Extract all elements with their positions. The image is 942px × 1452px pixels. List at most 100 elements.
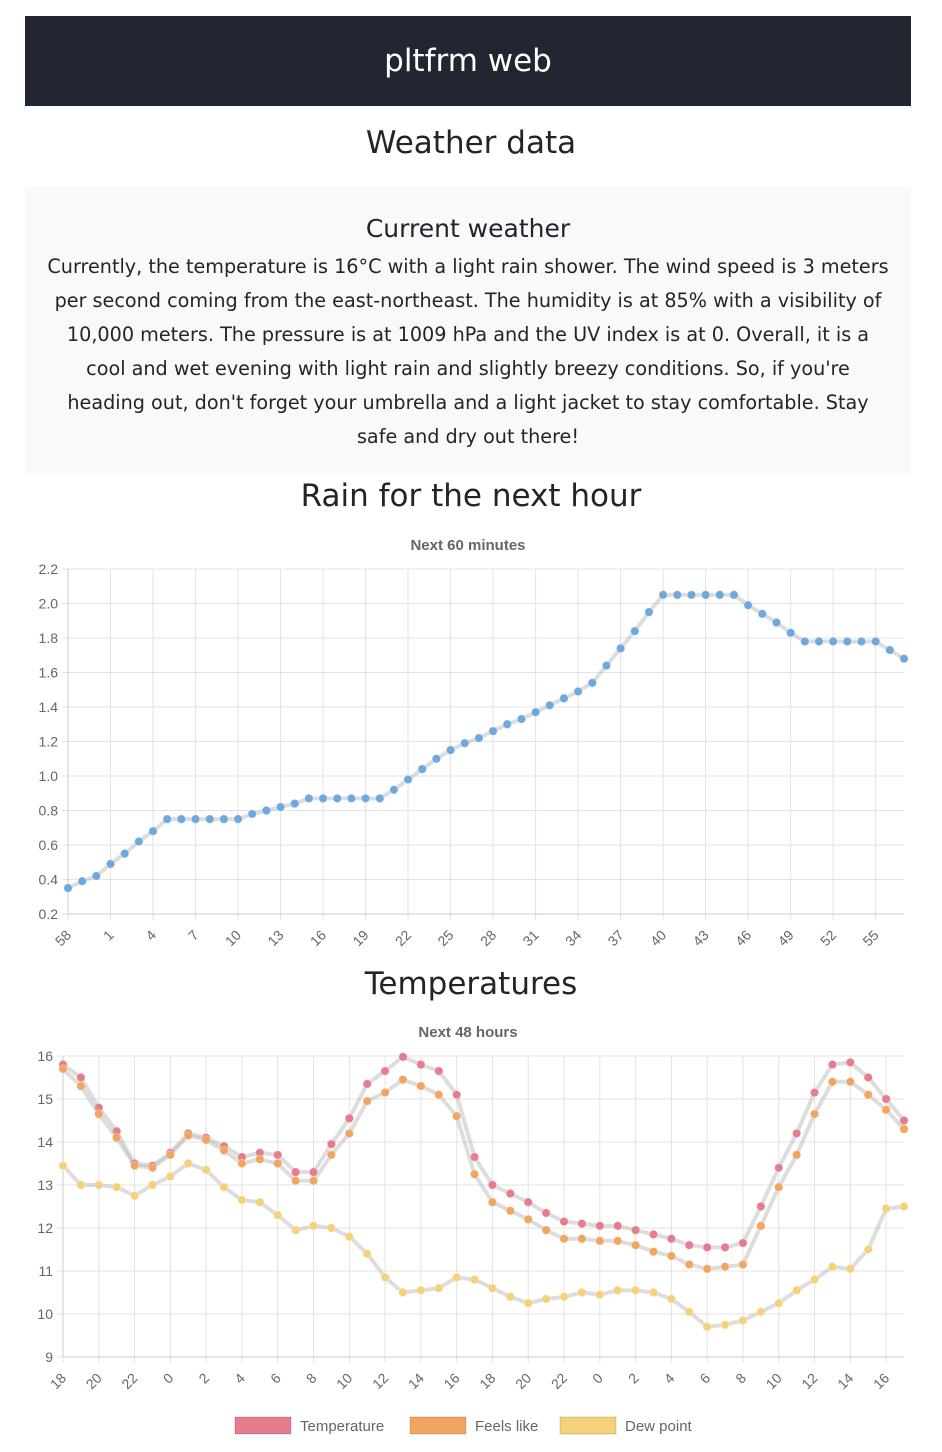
rain-data-point [814, 636, 824, 647]
rain-data-point [119, 848, 130, 859]
temp-data-point [237, 1195, 247, 1205]
temp-data-point [684, 1307, 694, 1317]
rain-data-point [360, 793, 371, 804]
rain-data-point [375, 793, 385, 804]
rain-data-point [346, 793, 357, 804]
temp-y-tick-label: 14 [37, 1134, 53, 1150]
rain-x-tick-label: 1 [100, 927, 117, 944]
legend-label-1: Feels like [475, 1418, 538, 1435]
rain-data-point [885, 645, 895, 655]
rain-y-tick-label: 1.2 [39, 734, 59, 750]
rain-data-point [615, 643, 626, 654]
temp-data-point [684, 1240, 694, 1250]
rain-y-tick-label: 0.2 [39, 906, 59, 922]
temp-data-point [791, 1150, 802, 1160]
rain-data-point [460, 738, 470, 748]
rain-data-point [530, 707, 541, 717]
rain-data-point [842, 636, 853, 647]
temp-x-tick-label: 2 [625, 1370, 642, 1387]
rain-x-tick-label: 40 [647, 927, 669, 949]
rain-data-point [899, 654, 909, 664]
temp-data-point [809, 1109, 820, 1119]
temp-data-point [129, 1191, 140, 1201]
temp-data-point [273, 1210, 283, 1220]
temp-y-tick-label: 13 [37, 1177, 53, 1193]
rain-y-tick-label: 1.8 [39, 630, 59, 646]
temp-data-point [630, 1225, 641, 1235]
temp-data-point [791, 1285, 802, 1296]
temp-data-point [613, 1236, 623, 1246]
temp-x-tick-label: 18 [47, 1370, 69, 1392]
temp-y-tick-label: 12 [37, 1220, 53, 1236]
temp-data-point [380, 1272, 390, 1283]
temp-data-point [398, 1052, 408, 1062]
rain-data-point [757, 609, 768, 619]
rain-data-point [516, 714, 527, 724]
temp-data-point [809, 1274, 820, 1285]
temp-series-line-0 [61, 1054, 906, 1250]
temp-data-point [94, 1109, 104, 1119]
temp-y-tick-label: 15 [37, 1091, 53, 1107]
temp-data-point [827, 1059, 838, 1070]
rain-data-point [644, 607, 654, 617]
temp-x-tick-label: 22 [118, 1370, 140, 1392]
rain-x-tick-label: 49 [774, 927, 796, 949]
rain-section-title: Rain for the next hour [300, 478, 642, 514]
temp-data-point [183, 1130, 193, 1141]
rain-data-point [545, 700, 555, 710]
temp-data-point [684, 1259, 694, 1270]
temp-data-point [308, 1176, 319, 1186]
rain-data-point [445, 745, 456, 755]
temp-data-point [720, 1320, 730, 1330]
temp-data-point [326, 1139, 337, 1149]
temp-x-tick-label: 12 [369, 1370, 391, 1392]
rain-x-tick-label: 10 [222, 927, 244, 949]
temp-data-point [76, 1180, 86, 1190]
temp-data-point [308, 1167, 319, 1177]
rain-data-point [332, 793, 342, 804]
temp-data-point [451, 1090, 462, 1100]
temp-data-point [720, 1262, 730, 1272]
temp-data-point [129, 1160, 140, 1171]
rain-data-point [304, 793, 314, 804]
temp-data-point [165, 1150, 176, 1160]
current-weather-heading: Current weather [365, 214, 571, 243]
temp-x-tick-label: 8 [732, 1370, 749, 1387]
temp-data-point [398, 1287, 408, 1298]
temp-y-tick-label: 16 [37, 1048, 53, 1064]
rain-data-point [800, 636, 810, 647]
temp-data-point [147, 1163, 158, 1173]
rain-data-point [474, 733, 484, 743]
rain-data-point [686, 590, 697, 600]
temp-data-point [720, 1242, 730, 1253]
temp-x-tick-label: 10 [333, 1370, 355, 1392]
temp-data-point [487, 1283, 498, 1293]
rain-x-tick-label: 58 [52, 927, 74, 949]
temp-data-point [416, 1081, 426, 1091]
temp-data-point [863, 1244, 873, 1255]
temp-data-point [487, 1197, 498, 1207]
temp-data-point [165, 1171, 176, 1182]
temp-x-tick-label: 20 [512, 1370, 534, 1392]
temp-data-point [111, 1182, 122, 1192]
rain-data-point [176, 814, 187, 824]
temp-x-tick-label: 6 [696, 1370, 713, 1387]
rain-data-point [417, 764, 427, 774]
temp-data-point [899, 1115, 909, 1126]
temp-data-point [111, 1133, 122, 1143]
temp-data-point [541, 1294, 551, 1304]
temp-data-point [630, 1285, 641, 1296]
temp-data-point [308, 1221, 319, 1231]
page-title: Weather data [365, 125, 577, 161]
temp-data-point [273, 1158, 283, 1169]
temp-data-point [469, 1152, 480, 1162]
temp-data-point [791, 1128, 802, 1139]
temp-data-point [702, 1322, 712, 1332]
temp-x-tick-label: 6 [267, 1370, 284, 1387]
temp-data-point [881, 1094, 891, 1104]
rain-data-point [162, 814, 172, 824]
temp-data-point [738, 1238, 748, 1248]
temp-x-tick-label: 4 [231, 1370, 248, 1387]
rain-data-point [771, 617, 782, 628]
temp-data-point [416, 1059, 426, 1070]
